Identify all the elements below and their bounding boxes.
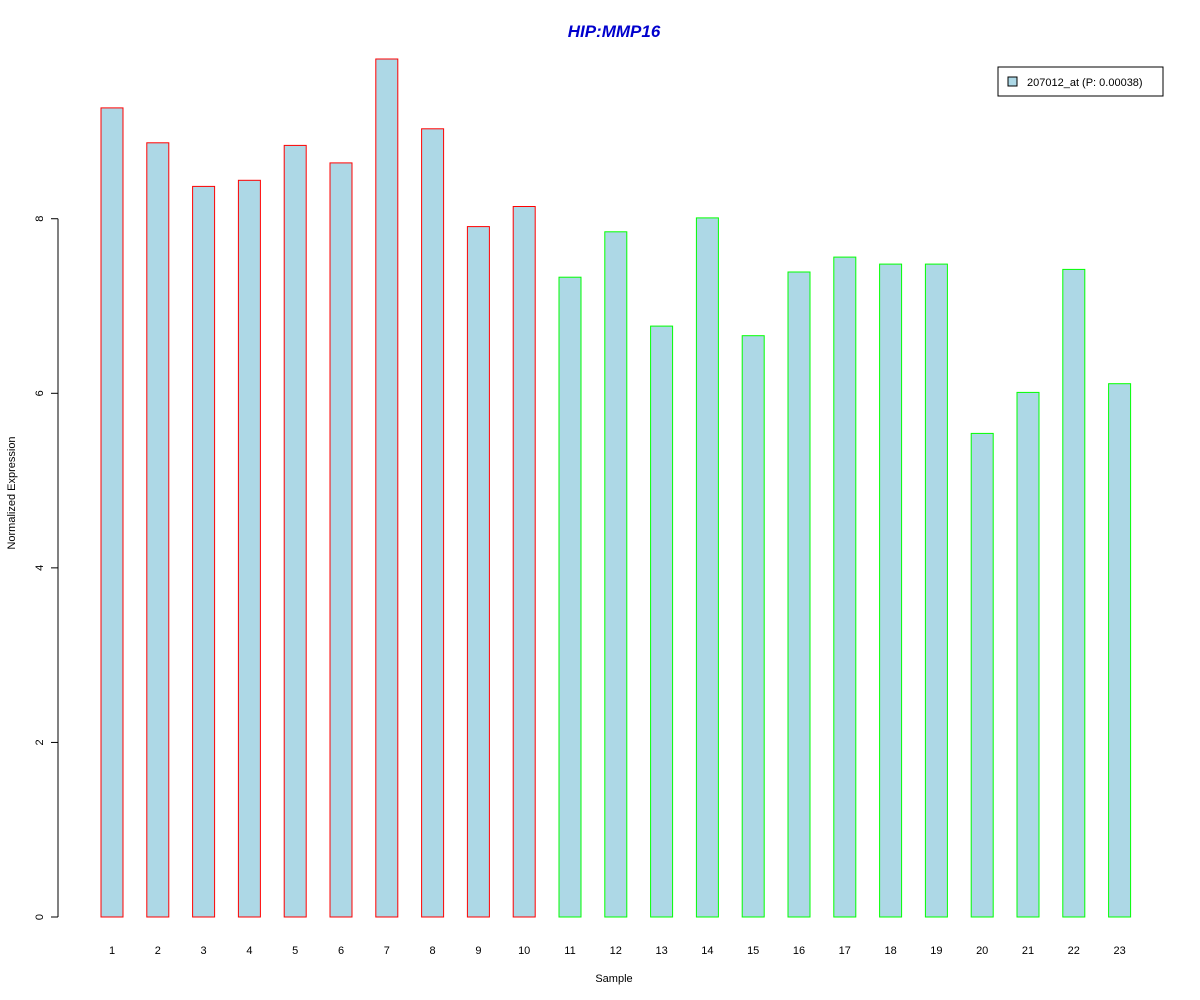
x-tick-label: 8	[430, 945, 436, 957]
chart-title: HIP:MMP16	[568, 22, 661, 41]
bar-sample-22	[1062, 268, 1086, 918]
x-tick-label: 13	[655, 945, 667, 957]
bar-sample-4	[237, 179, 261, 918]
x-tick-label: 19	[930, 945, 942, 957]
y-axis-label: Normalized Expression	[6, 436, 18, 549]
legend-swatch	[1007, 76, 1018, 87]
bar-sample-9	[466, 226, 490, 918]
bar-sample-12	[604, 231, 628, 918]
bars-group	[100, 58, 1132, 918]
bar-sample-3	[192, 185, 216, 918]
bar-sample-14	[695, 217, 719, 918]
x-tick-label: 3	[201, 945, 207, 957]
x-tick-label: 1	[109, 945, 115, 957]
legend-label: 207012_at (P: 0.00038)	[1027, 77, 1143, 89]
bar-sample-2	[146, 142, 170, 918]
legend: 207012_at (P: 0.00038)	[997, 66, 1164, 97]
y-tick-label: 2	[34, 739, 46, 745]
legend-box	[997, 66, 1164, 97]
bar-sample-7	[375, 58, 399, 918]
y-tick-label: 0	[34, 914, 46, 920]
bar-sample-17	[833, 256, 857, 918]
bar-sample-8	[421, 128, 445, 918]
x-axis-tick-labels: 1 2 3 4 5 6 7 8 9 10 11 12 13 14 15 16 17 18 19 20 21 22 23	[109, 945, 1126, 957]
x-axis-label: Sample	[595, 973, 632, 985]
bar-sample-6	[329, 162, 353, 918]
x-tick-label: 7	[384, 945, 390, 957]
y-tick-label: 4	[34, 565, 46, 571]
bar-sample-13	[650, 325, 674, 918]
x-tick-label: 21	[1022, 945, 1034, 957]
bar-sample-20	[970, 432, 994, 918]
x-tick-label: 12	[610, 945, 622, 957]
bar-sample-5	[283, 144, 307, 918]
x-tick-label: 11	[564, 945, 575, 957]
x-tick-label: 18	[884, 945, 896, 957]
x-tick-label: 10	[518, 945, 530, 957]
bar-sample-11	[558, 276, 582, 918]
x-tick-label: 20	[976, 945, 988, 957]
x-tick-label: 14	[701, 945, 713, 957]
bar-sample-15	[741, 335, 765, 918]
y-tick-label: 8	[34, 216, 46, 222]
bar-sample-19	[924, 263, 948, 918]
x-tick-label: 15	[747, 945, 759, 957]
x-tick-label: 9	[475, 945, 481, 957]
x-tick-label: 17	[839, 945, 851, 957]
bar-sample-23	[1108, 383, 1132, 918]
y-tick-label: 6	[34, 390, 46, 396]
x-tick-label: 2	[155, 945, 161, 957]
x-tick-label: 23	[1113, 945, 1125, 957]
bar-sample-10	[512, 206, 536, 918]
x-tick-label: 6	[338, 945, 344, 957]
x-tick-label: 5	[292, 945, 298, 957]
bar-sample-21	[1016, 391, 1040, 918]
y-axis: 0 2 4 6 8	[34, 216, 59, 920]
bar-sample-1	[100, 107, 124, 918]
x-tick-label: 16	[793, 945, 805, 957]
bar-sample-16	[787, 271, 811, 918]
bar-sample-18	[879, 263, 903, 918]
x-tick-label: 4	[246, 945, 252, 957]
x-tick-label: 22	[1068, 945, 1080, 957]
